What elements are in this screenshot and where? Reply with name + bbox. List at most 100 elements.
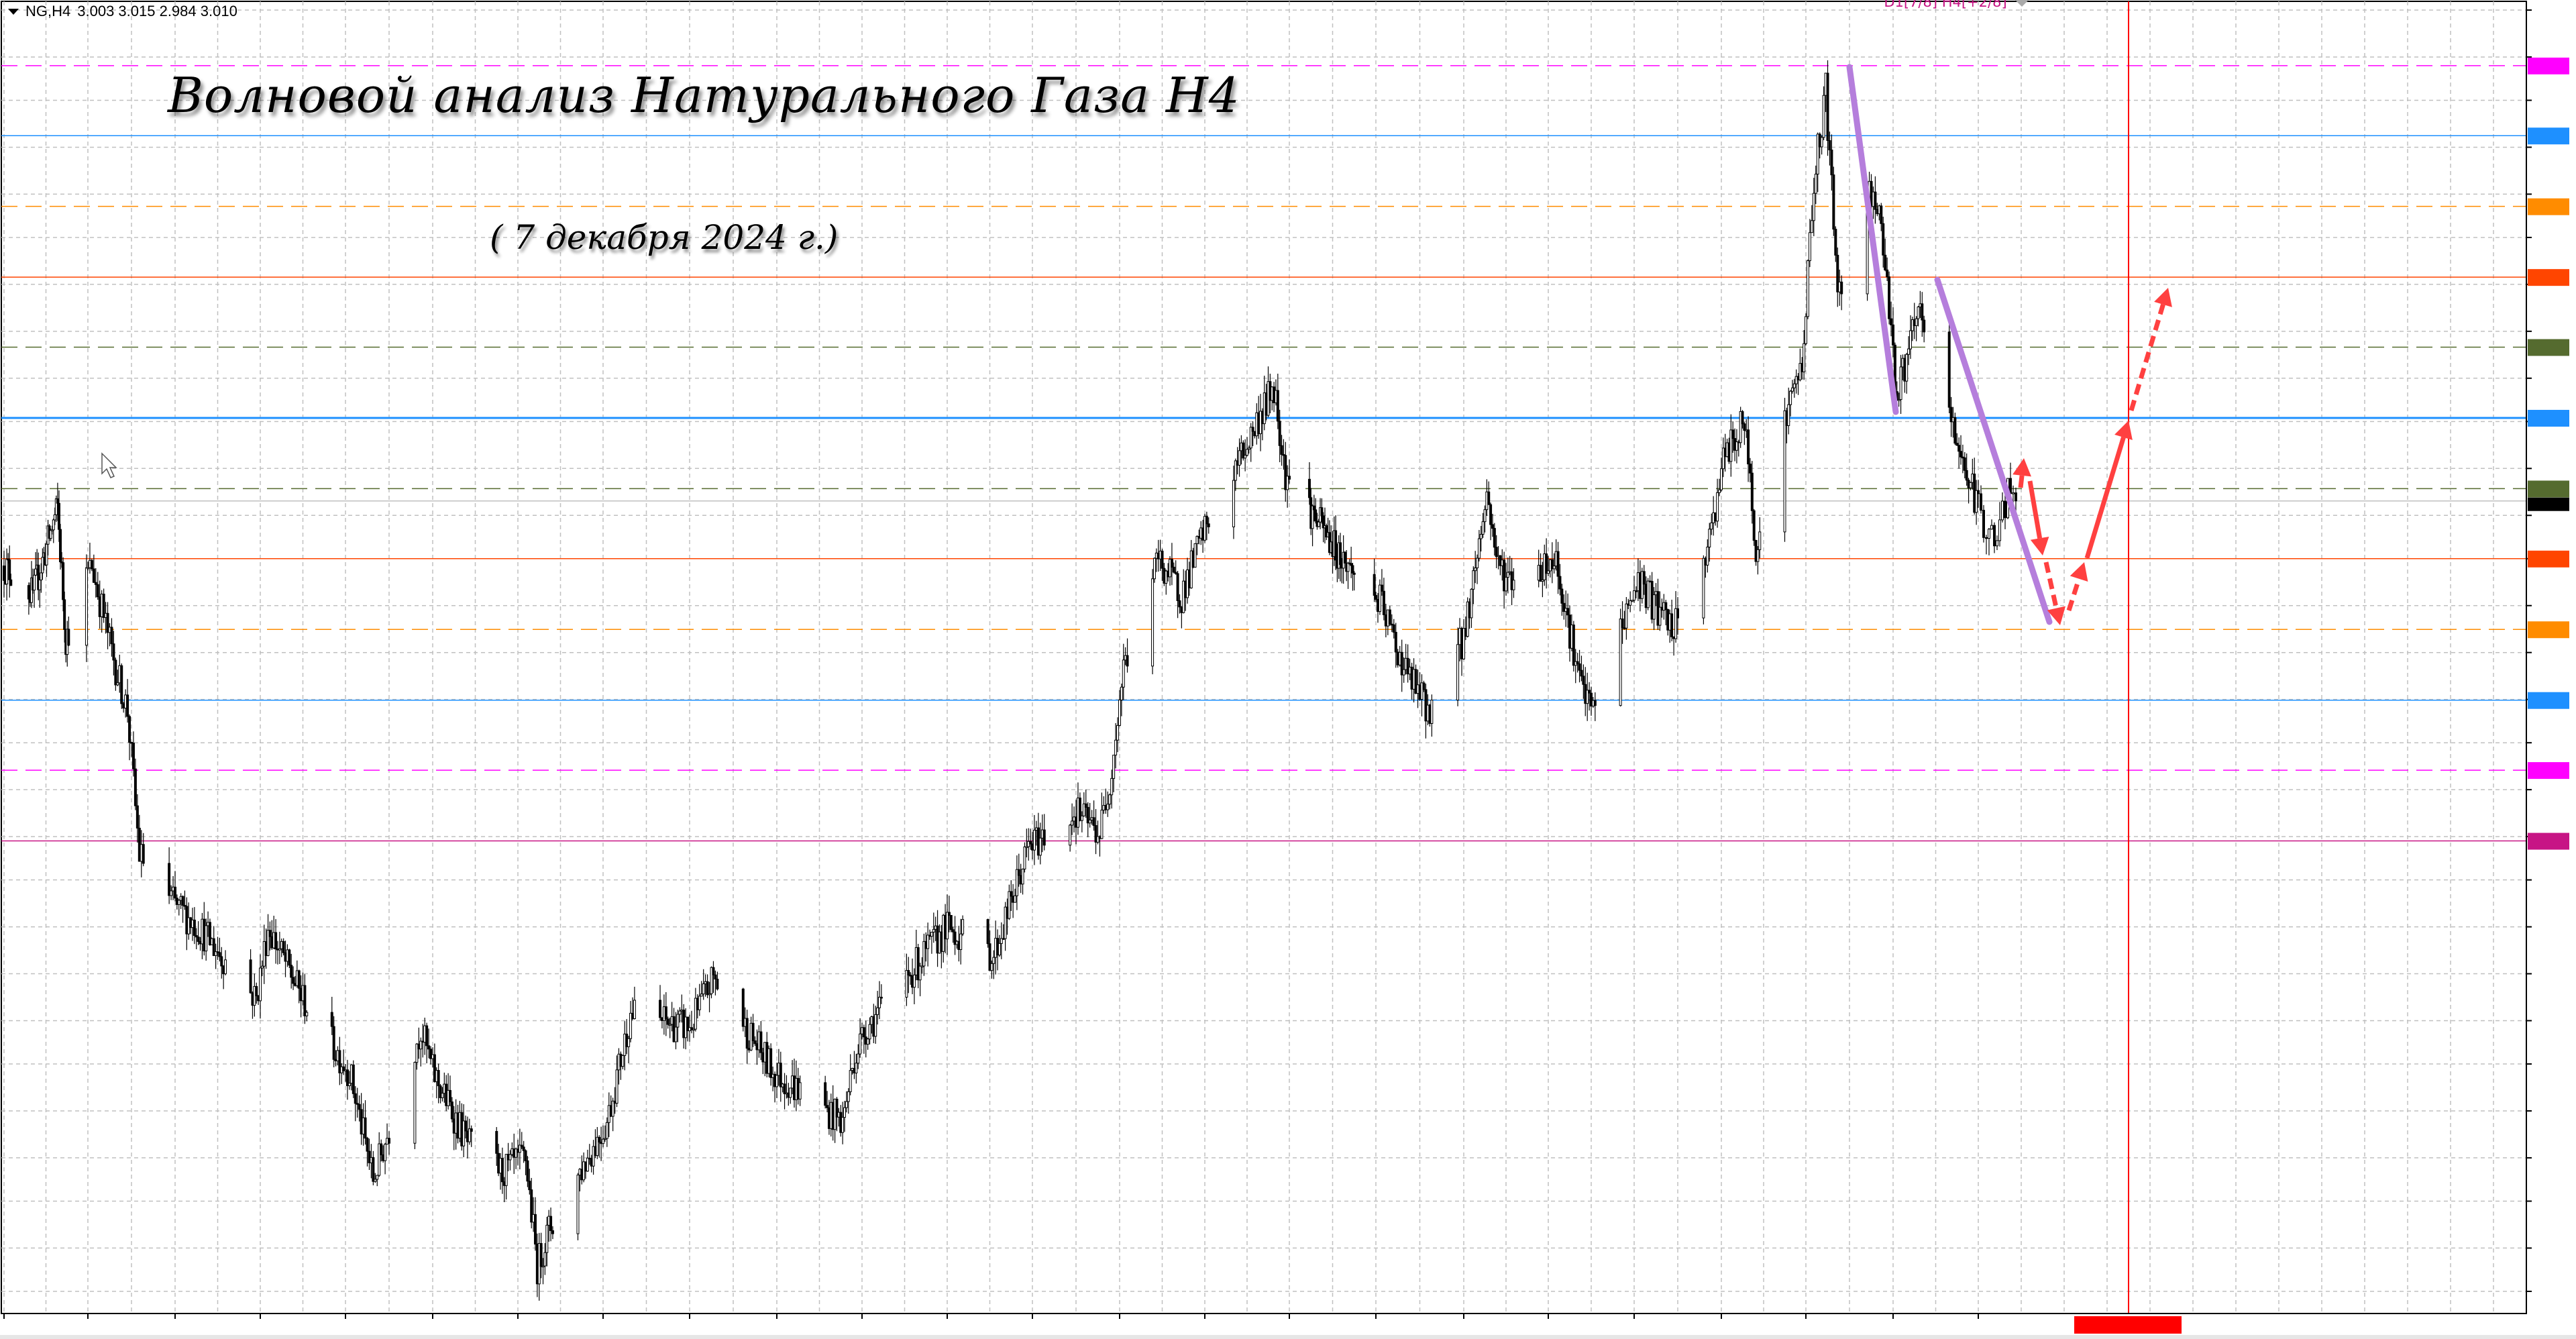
candle-bear: [712, 967, 715, 975]
candle-bear: [1392, 624, 1395, 633]
candle-bull: [841, 1117, 845, 1133]
candle-bear: [2015, 492, 2017, 502]
candle-bear: [57, 502, 60, 530]
candle-bull: [1311, 505, 1314, 529]
candle-bear: [450, 1102, 453, 1120]
collapse-triangle-icon[interactable]: [8, 8, 19, 15]
candle-bull: [1917, 307, 1920, 319]
candle-bull: [5, 558, 9, 585]
candle-bull: [1541, 579, 1544, 582]
price-axis[interactable]: [2526, 1, 2569, 1314]
candle-bull: [603, 1138, 606, 1140]
candle-bull: [576, 1175, 580, 1234]
candle-bull: [1481, 521, 1485, 535]
candle-bear: [1400, 651, 1403, 676]
candle-bull: [692, 1028, 695, 1031]
candle-bull: [170, 890, 173, 896]
candle-bull: [912, 974, 916, 988]
forecast-arrow-shaft: [2027, 480, 2043, 539]
candle-bear: [352, 1064, 355, 1094]
candle-bull: [849, 1070, 852, 1092]
candle-bear: [1017, 869, 1020, 876]
candle-bull: [1674, 608, 1678, 639]
candle-bull: [1658, 606, 1662, 626]
candle-bull: [876, 1007, 879, 1015]
candle-bear: [769, 1048, 773, 1078]
candle-bear: [1278, 421, 1281, 446]
candle-bear: [686, 1016, 690, 1032]
candle-bull: [38, 580, 42, 590]
candle-bull: [926, 934, 930, 949]
candle-bull: [53, 514, 56, 521]
candle-bull: [1114, 739, 1118, 756]
candle-bull: [224, 959, 227, 975]
candle-bull: [1420, 682, 1424, 700]
candle-bull: [615, 1069, 619, 1104]
candle-bull: [278, 948, 281, 951]
candle-bear: [986, 919, 989, 945]
candle-bull: [1071, 820, 1074, 826]
candle-bull: [1808, 232, 1811, 262]
candle-bear: [1890, 318, 1893, 325]
candle-bear: [598, 1136, 601, 1143]
candle-bear: [1840, 281, 1843, 294]
candle-bull: [1633, 590, 1635, 601]
candle-bear: [706, 981, 709, 996]
candle-bull: [918, 965, 922, 981]
candle-bull: [1790, 387, 1794, 392]
candle-bull: [305, 1012, 309, 1016]
candle-bear: [690, 1027, 693, 1030]
candle-bull: [843, 1107, 847, 1118]
candle-bear: [1982, 510, 1985, 538]
candle-bull: [602, 1138, 604, 1144]
candle-bear: [218, 952, 221, 957]
candle-bear: [8, 559, 11, 580]
candle-bear: [112, 643, 115, 661]
candle-bear: [1578, 663, 1581, 671]
time-axis[interactable]: [1, 1313, 2526, 1334]
candle-bull: [1586, 690, 1589, 704]
candle-bull: [2001, 500, 2004, 521]
candle-bull: [1640, 571, 1644, 599]
chart-shift-marker-icon[interactable]: [2015, 0, 2029, 7]
candle-bull: [1988, 529, 1990, 539]
candle-bear: [1892, 324, 1894, 345]
candle-bull: [1286, 476, 1289, 490]
candle-bear: [1882, 223, 1885, 256]
candle-bear: [1495, 547, 1498, 557]
candle-bear: [470, 1128, 473, 1132]
candle-bull: [1014, 895, 1017, 903]
forecast-arrow-shaft: [2018, 475, 2025, 488]
candle-bear: [1884, 254, 1887, 270]
candle-bear: [907, 970, 910, 975]
candle-bull: [1462, 628, 1465, 659]
candle-bear: [1830, 150, 1833, 176]
candle-bull: [1088, 819, 1091, 824]
candle-bull: [1015, 869, 1018, 896]
candle-bull: [34, 568, 38, 576]
candle-bear: [530, 1189, 533, 1223]
candle-bull: [1814, 174, 1817, 194]
candle-bull: [1718, 489, 1721, 493]
candle-bear: [380, 1143, 383, 1156]
candle-bull: [1000, 938, 1003, 944]
candle-bull: [1810, 220, 1813, 233]
candle-bull: [214, 951, 217, 957]
candle-bull: [52, 519, 55, 531]
candle-bear: [1550, 559, 1554, 570]
candle-bear: [779, 1063, 782, 1087]
candle-bear: [1422, 682, 1426, 690]
candle-bear: [716, 978, 719, 989]
candle-bear: [666, 1018, 669, 1025]
candle-bull: [845, 1101, 848, 1108]
candle-bear: [1086, 806, 1089, 824]
candle-bear: [332, 1026, 335, 1060]
candle-bull: [1756, 549, 1760, 562]
candle-bear: [255, 985, 258, 997]
candle-bull: [1805, 316, 1807, 344]
candle-bull: [1792, 383, 1796, 388]
candle-bull: [1816, 133, 1819, 175]
candle-bull: [1169, 559, 1172, 578]
candle-bear: [195, 935, 198, 938]
